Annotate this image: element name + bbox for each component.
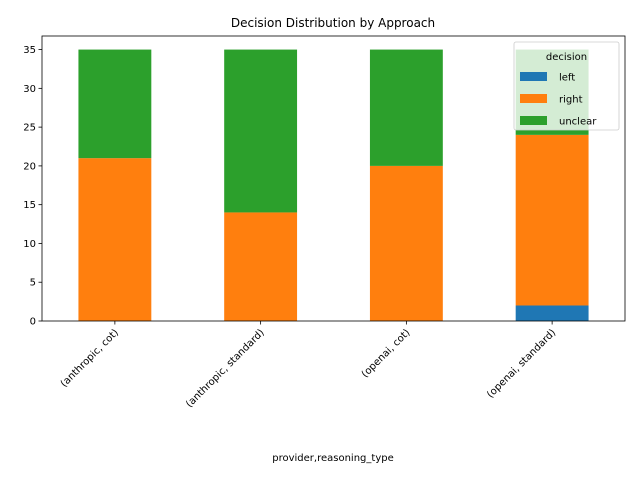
x-tick-label: (anthropic, standard) xyxy=(184,327,267,410)
y-axis: 0 5 10 15 20 25 30 35 xyxy=(23,45,42,328)
y-tick-label: 15 xyxy=(23,200,36,211)
bar-right-0 xyxy=(78,158,152,321)
x-tick-label: (openai, cot) xyxy=(360,327,413,380)
x-tick-label: (anthropic, cot) xyxy=(59,327,121,389)
y-tick-label: 25 xyxy=(23,123,36,134)
bars-layer xyxy=(78,49,589,321)
legend-swatch-unclear xyxy=(520,116,547,125)
y-tick-label: 0 xyxy=(30,317,36,328)
bar-unclear-2 xyxy=(369,49,443,166)
y-tick-label: 10 xyxy=(23,239,36,250)
bar-unclear-0 xyxy=(78,49,152,159)
legend-swatch-right xyxy=(520,94,547,103)
legend-swatch-left xyxy=(520,72,547,81)
chart-title: Decision Distribution by Approach xyxy=(231,16,435,30)
y-tick-label: 35 xyxy=(23,45,36,56)
legend-title: decision xyxy=(546,52,587,63)
bar-unclear-1 xyxy=(224,49,298,213)
y-tick-label: 5 xyxy=(30,278,36,289)
legend-label-right: right xyxy=(559,95,583,106)
plot-frame xyxy=(41,35,626,322)
x-axis: (anthropic, cot) (anthropic, standard) (op… xyxy=(59,321,558,410)
y-tick-label: 20 xyxy=(23,161,36,172)
legend-frame xyxy=(513,41,620,131)
bar-right-2 xyxy=(369,165,443,321)
x-axis-label: provider,reasoning_type xyxy=(272,453,393,464)
legend-label-left: left xyxy=(559,73,575,84)
y-tick-label: 30 xyxy=(23,84,36,95)
bar-right-3 xyxy=(515,134,589,306)
x-tick-label: (openai, standard) xyxy=(485,327,558,400)
bar-left-3 xyxy=(515,305,589,321)
legend-label-unclear: unclear xyxy=(559,117,597,128)
legend: decision left right unclear xyxy=(513,41,620,131)
bar-right-1 xyxy=(224,212,298,321)
